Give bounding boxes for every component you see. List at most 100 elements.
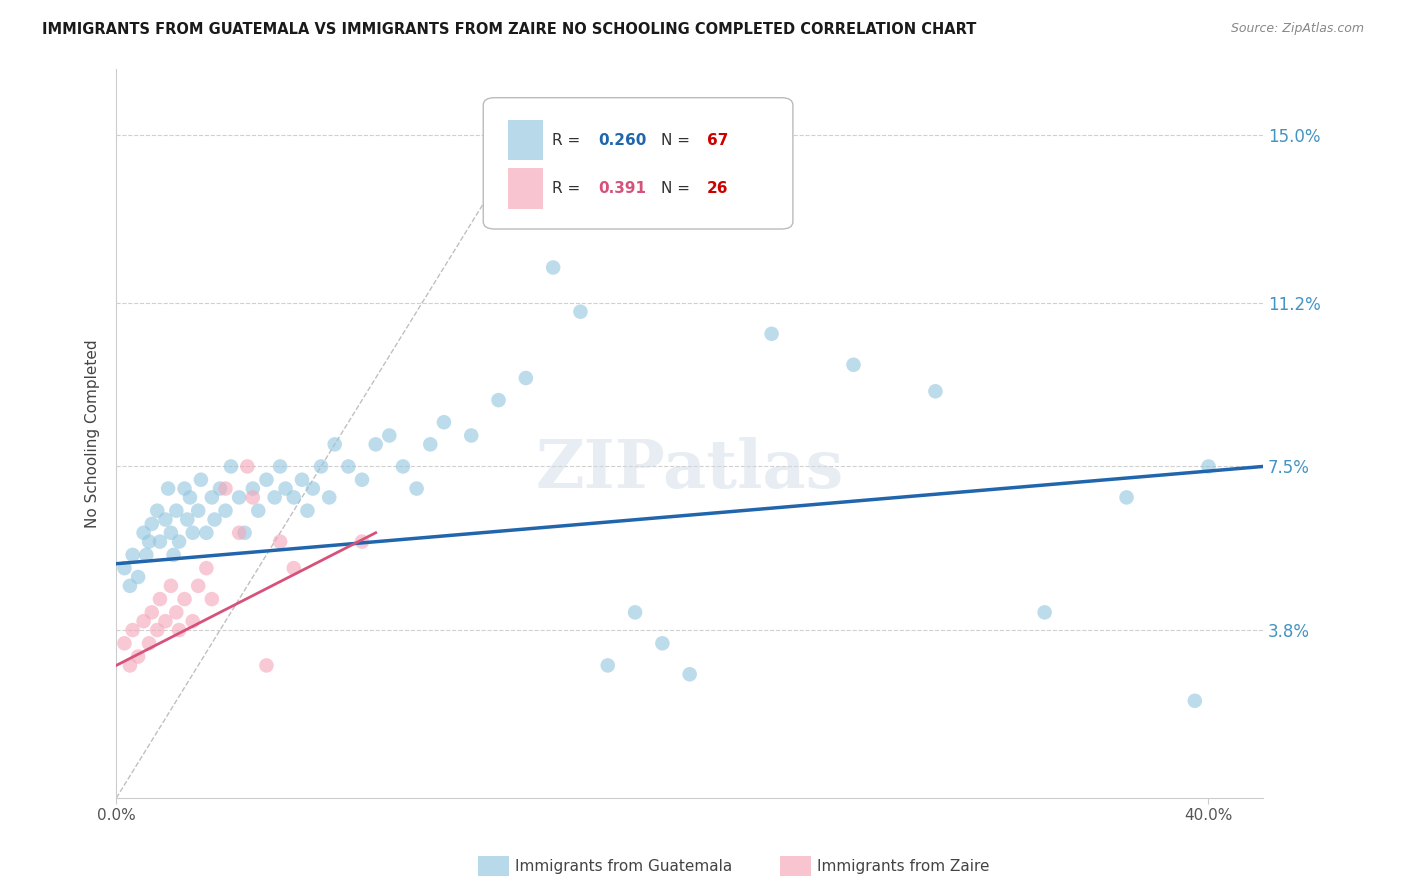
Point [1115, 491, 1137, 505]
Text: 26: 26 [707, 181, 728, 196]
Point [297, 503, 319, 517]
Point [233, 525, 256, 540]
Text: Immigrants from Zaire: Immigrants from Zaire [817, 859, 990, 873]
Point [291, 473, 314, 487]
Point [283, 491, 305, 505]
Point [146, 503, 169, 517]
Text: 67: 67 [707, 133, 728, 147]
Point [842, 358, 865, 372]
Point [364, 437, 387, 451]
FancyBboxPatch shape [509, 120, 543, 160]
Point [679, 667, 702, 681]
Point [624, 606, 647, 620]
Point [181, 525, 204, 540]
Point [204, 512, 226, 526]
Point [127, 570, 149, 584]
Point [651, 636, 673, 650]
Point [569, 304, 592, 318]
Text: Immigrants from Guatemala: Immigrants from Guatemala [515, 859, 733, 873]
Point [269, 534, 291, 549]
Point [228, 525, 250, 540]
Point [114, 561, 136, 575]
Point [114, 636, 136, 650]
Text: R =: R = [553, 181, 585, 196]
Point [135, 548, 157, 562]
Point [190, 473, 212, 487]
Point [761, 326, 783, 341]
Point [419, 437, 441, 451]
Point [274, 482, 297, 496]
Point [309, 459, 332, 474]
Point [350, 473, 373, 487]
Point [208, 482, 231, 496]
Point [924, 384, 946, 399]
Point [121, 623, 143, 637]
Point [132, 614, 155, 628]
Point [173, 482, 195, 496]
Point [263, 491, 285, 505]
Point [160, 525, 183, 540]
Text: ZIPatlas: ZIPatlas [536, 437, 844, 502]
Point [121, 548, 143, 562]
Point [256, 473, 278, 487]
Point [127, 649, 149, 664]
Point [149, 534, 172, 549]
Point [1033, 606, 1056, 620]
Point [219, 459, 242, 474]
Point [146, 623, 169, 637]
Text: N =: N = [661, 133, 695, 147]
Point [269, 459, 291, 474]
FancyBboxPatch shape [509, 169, 543, 209]
Text: 0.260: 0.260 [598, 133, 647, 147]
Point [488, 393, 510, 408]
Point [1184, 694, 1206, 708]
Point [155, 614, 177, 628]
Point [181, 614, 204, 628]
Point [162, 548, 184, 562]
Point [596, 658, 619, 673]
FancyBboxPatch shape [484, 98, 793, 229]
Point [283, 561, 305, 575]
Point [141, 516, 163, 531]
Point [392, 459, 415, 474]
Point [118, 579, 141, 593]
Point [165, 503, 187, 517]
Point [167, 623, 190, 637]
Point [165, 606, 187, 620]
Text: N =: N = [661, 181, 695, 196]
Point [405, 482, 427, 496]
Point [214, 482, 236, 496]
Point [176, 512, 198, 526]
Y-axis label: No Schooling Completed: No Schooling Completed [86, 339, 100, 527]
Point [433, 415, 456, 429]
Point [118, 658, 141, 673]
Point [201, 491, 224, 505]
Point [256, 658, 278, 673]
Point [236, 459, 259, 474]
Point [242, 491, 264, 505]
Point [1198, 459, 1220, 474]
Point [378, 428, 401, 442]
Point [337, 459, 360, 474]
Point [141, 606, 163, 620]
Point [179, 491, 201, 505]
Point [160, 579, 183, 593]
Point [187, 579, 209, 593]
Point [228, 491, 250, 505]
Point [247, 503, 270, 517]
Point [138, 636, 160, 650]
Point [541, 260, 564, 275]
Point [515, 371, 537, 385]
Point [318, 491, 340, 505]
Point [350, 534, 373, 549]
Point [195, 561, 218, 575]
Text: IMMIGRANTS FROM GUATEMALA VS IMMIGRANTS FROM ZAIRE NO SCHOOLING COMPLETED CORREL: IMMIGRANTS FROM GUATEMALA VS IMMIGRANTS … [42, 22, 977, 37]
Point [201, 592, 224, 607]
Point [132, 525, 155, 540]
Point [157, 482, 180, 496]
Point [195, 525, 218, 540]
Point [149, 592, 172, 607]
Point [323, 437, 346, 451]
Point [460, 428, 482, 442]
Point [242, 482, 264, 496]
